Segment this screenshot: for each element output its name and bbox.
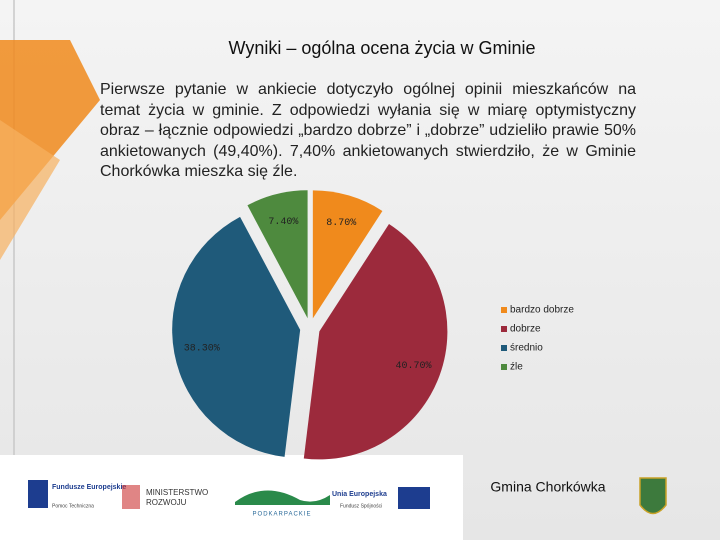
logo-icon xyxy=(122,485,140,509)
legend-label: dobrze xyxy=(510,324,541,335)
logo-text: Fundusz Spójności xyxy=(340,503,382,509)
logo-icon xyxy=(235,490,330,505)
logo-icon xyxy=(28,480,48,508)
data-label: 38.30% xyxy=(184,344,220,355)
decor-shape xyxy=(0,120,60,260)
pie-slice xyxy=(247,190,308,319)
coat-of-arms xyxy=(639,477,667,515)
legend-swatch xyxy=(501,364,507,370)
legend-swatch xyxy=(501,326,507,332)
paragraph: Pierwsze pytanie w ankiecie dotyczyło og… xyxy=(100,81,636,181)
logo-text: Unia Europejska xyxy=(332,491,387,498)
logo-text: PODKARPACKIE xyxy=(253,512,312,518)
pie-slice xyxy=(312,190,383,319)
logo-text: MINISTERSTWO xyxy=(146,488,208,497)
pie-slice xyxy=(303,223,448,460)
municipality: Gmina Chorkówka xyxy=(490,479,605,495)
legend-label: średnio xyxy=(510,343,543,354)
slide-title: Wyniki – ogólna ocena życia w Gminie xyxy=(229,38,536,58)
data-label: 7.40% xyxy=(268,217,298,228)
data-label: 40.70% xyxy=(395,361,431,372)
legend-swatch xyxy=(501,345,507,351)
data-label: 8.70% xyxy=(326,218,356,229)
logo-text: ROZWOJU xyxy=(146,498,187,507)
logo-icon xyxy=(398,487,430,509)
logo-text: Fundusze Europejskie xyxy=(52,484,126,491)
pie-slice xyxy=(172,216,301,457)
legend-swatch xyxy=(501,307,507,313)
logo-text: Pomoc Techniczna xyxy=(52,503,94,509)
legend-label: źle xyxy=(510,362,523,373)
logo-strip xyxy=(0,455,463,540)
legend-label: bardzo dobrze xyxy=(510,305,574,316)
